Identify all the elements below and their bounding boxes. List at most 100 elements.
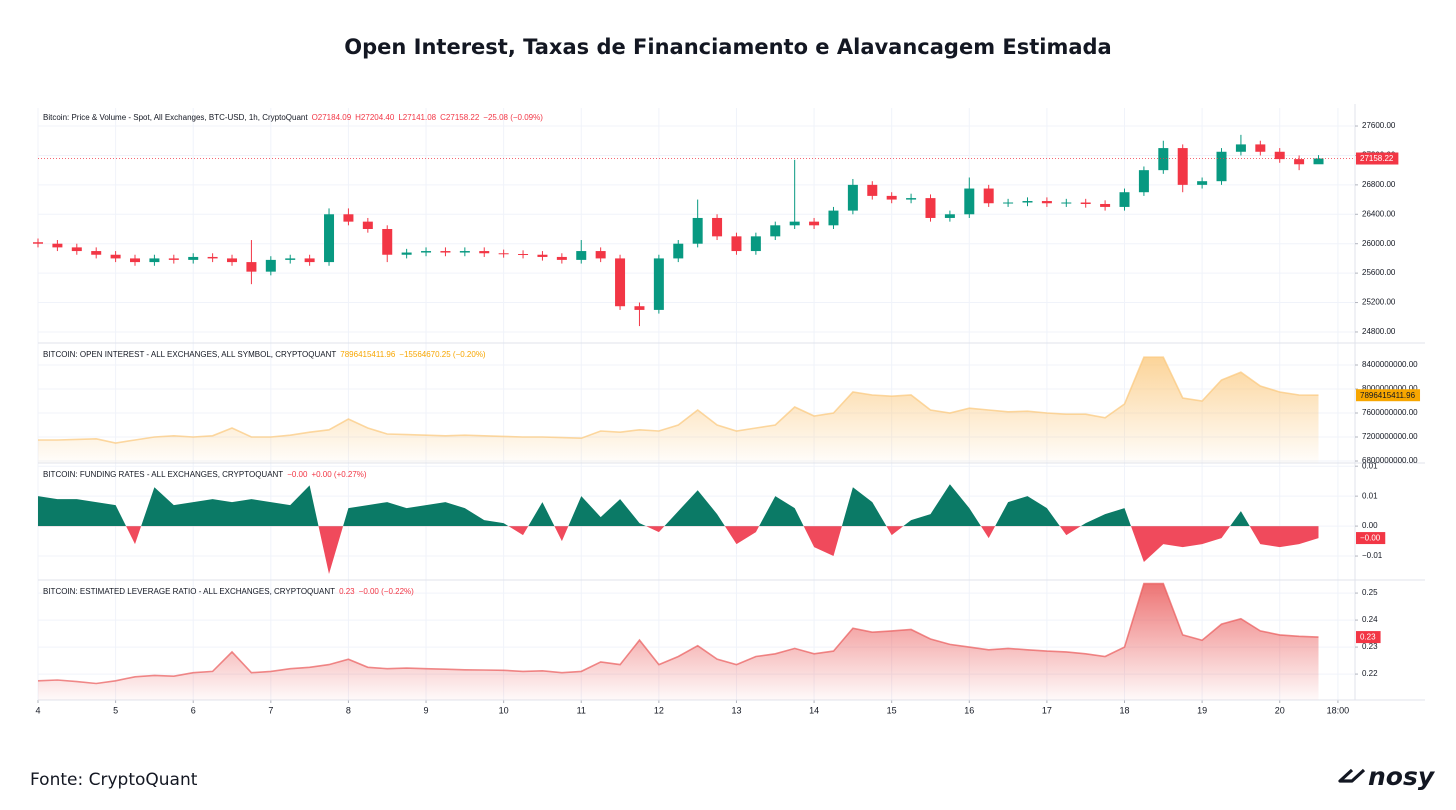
text-layer: 4 5 6 7 8 9 10 11 12 13 14 15 16 17 18 19 20 18:00 24800.0… (35, 113, 1421, 715)
candle-body (362, 221, 373, 229)
candle-body (149, 258, 160, 263)
y-tick-label: 7600000000.00 (1362, 408, 1418, 417)
legend-part: BITCOIN: FUNDING RATES - ALL EXCHANGES, … (43, 470, 283, 479)
y-tick-label: 26400.00 (1362, 209, 1396, 218)
candle-body (1100, 203, 1111, 207)
candle-body (459, 251, 470, 253)
legend-part: O27184.09 (312, 113, 352, 122)
candle-body (1197, 181, 1208, 185)
logo: nosy (1338, 762, 1436, 791)
chart-title: Open Interest, Taxas de Financiamento e … (344, 35, 1111, 59)
x-tick-label: 11 (577, 705, 586, 715)
candle-body (847, 184, 858, 211)
candle-body (595, 251, 606, 259)
candle-body (1216, 151, 1227, 182)
candle-body (401, 252, 412, 255)
area-line (38, 356, 1319, 444)
candle-body (925, 198, 936, 218)
candle-body (498, 253, 509, 255)
y-tick-label: 26800.00 (1362, 180, 1396, 189)
candle-body (130, 258, 141, 263)
candle-body (71, 247, 82, 252)
panel-legend: BITCOIN: OPEN INTEREST - ALL EXCHANGES, … (43, 350, 486, 359)
candle-body (828, 210, 839, 226)
candle-body (304, 258, 315, 263)
y-tick-label: 25600.00 (1362, 268, 1396, 277)
panel-legend: BITCOIN: FUNDING RATES - ALL EXCHANGES, … (43, 470, 367, 479)
candle-body (440, 251, 451, 253)
candle-body (964, 188, 975, 215)
x-tick-label: 4 (35, 705, 40, 715)
panel-legend: BITCOIN: ESTIMATED LEVERAGE RATIO - ALL … (43, 587, 414, 596)
panel-legend: Bitcoin: Price & Volume - Spot, All Exch… (43, 113, 543, 122)
y-tick-label: 24800.00 (1362, 327, 1396, 336)
candle-body (1255, 144, 1266, 152)
candle-body (867, 184, 878, 196)
candle-body (556, 256, 567, 260)
last-value-badge: 27158.22 (1356, 152, 1399, 165)
y-tick-label: 8000000000.00 (1362, 384, 1418, 393)
candle-body (809, 221, 820, 226)
candle-body (518, 254, 529, 256)
x-tick-label: 9 (424, 705, 429, 715)
candle-body (421, 251, 432, 253)
candle-body (33, 242, 43, 244)
legend-part: Bitcoin: Price & Volume - Spot, All Exch… (43, 113, 308, 122)
x-tick-label: 15 (887, 705, 897, 715)
candle-body (1061, 202, 1072, 204)
legend-part: BITCOIN: OPEN INTEREST - ALL EXCHANGES, … (43, 350, 336, 359)
candle-body (692, 217, 703, 244)
candle-body (52, 243, 63, 248)
x-tick-label: 14 (809, 705, 819, 715)
x-tick-label: 20 (1275, 705, 1285, 715)
x-tick-label: 8 (346, 705, 351, 715)
candle-body (1274, 151, 1285, 160)
candle-body (1177, 148, 1188, 185)
x-tick-label: 6 (191, 705, 196, 715)
candle-body (91, 251, 102, 255)
candle-body (324, 214, 335, 263)
candle-body (1313, 158, 1324, 165)
candle-body (634, 306, 645, 310)
last-value-badge: −0.00 (1356, 532, 1386, 545)
candle-body (673, 243, 684, 259)
candle-body (1003, 202, 1014, 204)
x-tick-label: 13 (731, 705, 741, 715)
x-tick-label: 16 (964, 705, 974, 715)
x-tick-label: 17 (1042, 705, 1052, 715)
candle-body (343, 214, 354, 222)
candle-body (1158, 148, 1169, 171)
candle-body (265, 259, 276, 272)
y-tick-label: 26000.00 (1362, 239, 1396, 248)
candle-body (886, 195, 897, 200)
marks-layer (33, 134, 1355, 700)
candle-body (906, 198, 917, 200)
legend-part: +0.00 (+0.27%) (311, 470, 366, 479)
x-tick-label: 12 (654, 705, 664, 715)
area-fill (38, 583, 1319, 700)
legend-part: 7896415411.96 (340, 350, 396, 359)
candle-body (246, 262, 257, 272)
candle-body (110, 254, 121, 259)
legend-part: 0.23 (339, 587, 355, 596)
candle-body (1022, 201, 1033, 203)
candle-body (653, 258, 664, 310)
legend-part: −0.00 (287, 470, 308, 479)
legend-part: −15564670.25 (−0.20%) (399, 350, 486, 359)
y-tick-label: 0.01 (1362, 491, 1378, 500)
candle-body (227, 258, 238, 263)
legend-part: −0.00 (−0.22%) (359, 587, 414, 596)
y-tick-label: 0.23 (1362, 642, 1378, 651)
area-line (37, 582, 1319, 685)
legend-part: C27158.22 (440, 113, 480, 122)
last-value-badge: 0.23 (1356, 631, 1381, 644)
candle-body (479, 251, 490, 254)
badge-label: −0.00 (1360, 534, 1381, 543)
logo-icon (1338, 768, 1366, 783)
candle-body (750, 236, 761, 252)
candle-body (1235, 144, 1246, 152)
candle-body (983, 188, 994, 204)
y-tick-label: 8400000000.00 (1362, 360, 1418, 369)
candle-body (285, 258, 296, 260)
y-tick-label: 0.25 (1362, 588, 1378, 597)
